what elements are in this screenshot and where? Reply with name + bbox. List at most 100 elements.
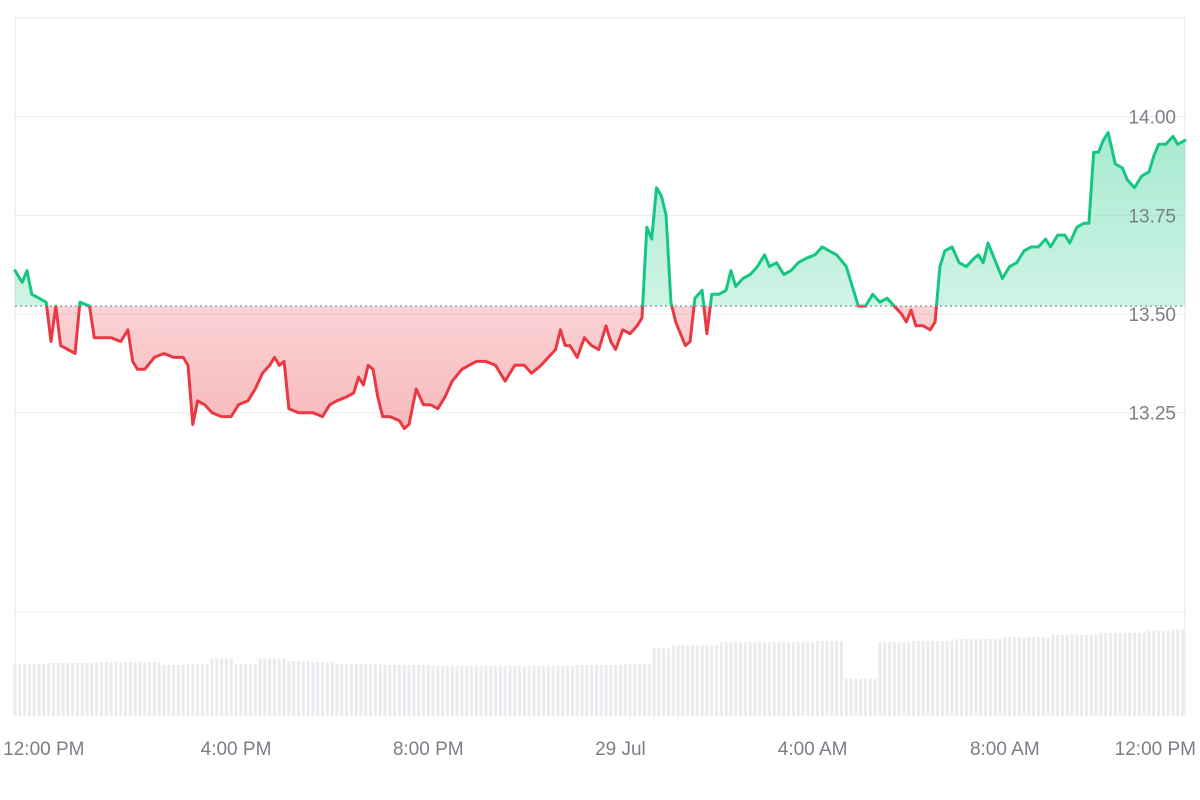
volume-bar bbox=[196, 664, 200, 716]
volume-bar bbox=[277, 658, 281, 716]
volume-bar bbox=[705, 645, 709, 716]
volume-bar bbox=[820, 641, 824, 716]
volume-bar bbox=[354, 664, 358, 716]
volume-bar bbox=[1166, 630, 1170, 716]
volume-bar bbox=[95, 661, 99, 716]
volume-bar bbox=[268, 658, 272, 716]
volume-bar bbox=[253, 664, 257, 716]
volume-bar bbox=[787, 642, 791, 716]
volume-bar bbox=[450, 666, 454, 716]
volume-bar bbox=[777, 642, 781, 716]
volume-bar bbox=[931, 641, 935, 716]
volume-bar bbox=[75, 662, 79, 716]
volume-bar bbox=[546, 666, 550, 716]
volume-bar bbox=[609, 665, 613, 716]
volume-bar bbox=[325, 661, 329, 716]
volume-bar bbox=[868, 678, 872, 716]
volume-bar bbox=[383, 665, 387, 716]
volume-bar bbox=[27, 664, 31, 716]
volume-bar bbox=[955, 639, 959, 716]
volume-bar bbox=[527, 666, 531, 716]
volume-bar bbox=[393, 665, 397, 716]
volume-bar bbox=[51, 662, 55, 716]
volume-bar bbox=[349, 664, 353, 716]
volume-bar bbox=[700, 645, 704, 716]
volume-bar bbox=[248, 664, 252, 716]
volume-bar bbox=[292, 660, 296, 716]
volume-bar bbox=[676, 645, 680, 716]
volume-bar bbox=[806, 642, 810, 716]
volume-bar bbox=[56, 662, 60, 716]
volume-bar bbox=[301, 660, 305, 716]
price-line-below-baseline bbox=[45, 306, 938, 430]
volume-bar bbox=[1065, 634, 1069, 716]
volume-bar bbox=[397, 665, 401, 716]
volume-bar bbox=[926, 641, 930, 716]
x-tick-label: 29 Jul bbox=[595, 739, 646, 760]
volume-bar bbox=[1051, 634, 1055, 716]
volume-bar bbox=[960, 639, 964, 716]
volume-bar bbox=[124, 661, 128, 716]
volume-bar bbox=[1128, 632, 1132, 716]
volume-bar bbox=[176, 665, 180, 716]
volume-bar bbox=[335, 664, 339, 716]
volume-bar bbox=[662, 648, 666, 716]
volume-bar bbox=[200, 664, 204, 716]
volume-bar bbox=[532, 666, 536, 716]
volume-bar bbox=[128, 661, 132, 716]
volume-bar bbox=[1161, 630, 1165, 716]
volume-bar bbox=[883, 642, 887, 716]
volume-bar bbox=[753, 642, 757, 716]
volume-bar bbox=[431, 666, 435, 716]
volume-bar bbox=[282, 658, 286, 716]
volume-bar bbox=[594, 665, 598, 716]
price-line-above-baseline bbox=[13, 131, 1187, 307]
x-tick-label: 8:00 AM bbox=[970, 739, 1040, 760]
volume-bar bbox=[421, 665, 425, 716]
volume-bar bbox=[642, 664, 646, 716]
volume-bar bbox=[782, 642, 786, 716]
volume-bar bbox=[844, 678, 848, 716]
volume-bar bbox=[23, 664, 27, 716]
volume-bar bbox=[1133, 632, 1137, 716]
volume-bar bbox=[1060, 634, 1064, 716]
volume-bar bbox=[950, 641, 954, 716]
volume-bar bbox=[691, 645, 694, 716]
volume-bar bbox=[815, 641, 819, 716]
volume-bar bbox=[892, 642, 896, 716]
volume-bar bbox=[119, 661, 123, 716]
volume-bar bbox=[373, 664, 377, 716]
volume-bar bbox=[494, 666, 497, 716]
volume-bar bbox=[297, 660, 300, 716]
volume-bar bbox=[666, 648, 670, 716]
volume-bar bbox=[287, 660, 291, 716]
volume-bar bbox=[66, 662, 70, 716]
volume-bar bbox=[109, 661, 113, 716]
volume-bar bbox=[888, 642, 891, 716]
volume-bar bbox=[570, 666, 574, 716]
volume-bar bbox=[585, 665, 589, 716]
volume-bar bbox=[566, 666, 570, 716]
volume-bar bbox=[518, 666, 522, 716]
volume-bar bbox=[13, 664, 17, 716]
volume-bar bbox=[940, 641, 944, 716]
volume-bar bbox=[114, 661, 118, 716]
volume-bar bbox=[80, 662, 84, 716]
volume-bar bbox=[897, 642, 901, 716]
volume-bar bbox=[330, 661, 334, 716]
volume-bar bbox=[1152, 630, 1156, 716]
volume-bar bbox=[830, 641, 834, 716]
volume-bar bbox=[979, 639, 983, 716]
volume-bar bbox=[1137, 632, 1141, 716]
volume-bar bbox=[1012, 636, 1016, 716]
volume-bar bbox=[359, 664, 363, 716]
volume-bar bbox=[157, 661, 161, 716]
volume-bar bbox=[623, 664, 627, 716]
volume-bar bbox=[580, 665, 584, 716]
x-tick-label: 12:00 PM bbox=[1115, 739, 1196, 760]
volume-bar bbox=[657, 648, 661, 716]
volume-bar bbox=[1075, 634, 1079, 716]
volume-bar bbox=[1094, 634, 1098, 716]
volume-bar bbox=[998, 639, 1002, 716]
y-tick-label: 14.00 bbox=[1128, 108, 1176, 129]
